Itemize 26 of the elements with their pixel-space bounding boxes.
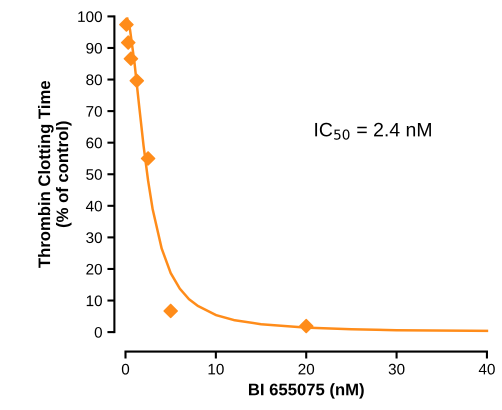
point <box>120 35 136 50</box>
point <box>140 151 156 166</box>
point <box>119 17 134 32</box>
point <box>124 51 138 66</box>
y-tick-label: 0 <box>94 326 102 338</box>
x-tick-label: 20 <box>298 364 314 375</box>
y-tick-label: 70 <box>86 106 102 117</box>
point <box>130 74 144 88</box>
y-tick-label: 60 <box>86 138 102 148</box>
y-tick-label: 50 <box>86 169 102 180</box>
x-tick-label: 30 <box>388 364 404 375</box>
x-axis-title: BI 655075 (nM) <box>248 383 364 399</box>
y-tick-label: 30 <box>86 232 102 244</box>
y-tick-label: 20 <box>86 264 102 275</box>
y-tick-label: 40 <box>86 200 102 212</box>
y-axis-title: Thrombin Clotting Time (% of control) <box>38 80 72 268</box>
y-tick-label: 10 <box>86 295 102 306</box>
annotation: IC$_{50}$ = 2.4 nM <box>315 122 431 140</box>
y-tick-label: 100 <box>78 11 102 22</box>
y-tick-label: 80 <box>86 74 102 86</box>
x-tick-label: 0 <box>122 364 130 375</box>
y-tick-label: 90 <box>86 42 102 54</box>
point <box>163 304 178 318</box>
x-tick-label: 10 <box>208 364 224 375</box>
point <box>298 318 314 334</box>
x-tick-label: 40 <box>478 364 495 375</box>
